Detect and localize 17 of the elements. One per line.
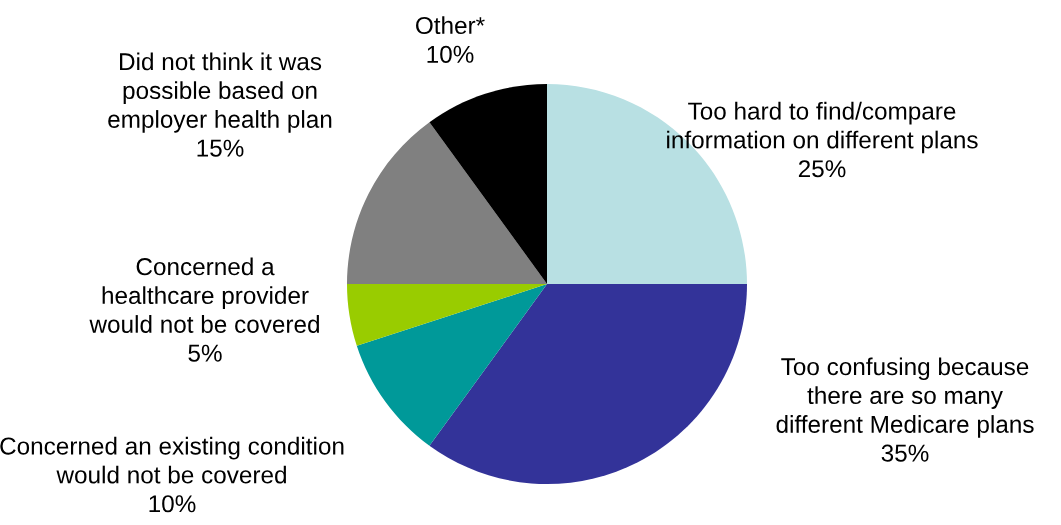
slice-label: Concerned a healthcare provider would not be covered — [89, 257, 319, 333]
slice-label: Too confusing because there are so many different Medicare plans — [776, 357, 1034, 438]
pie-slice — [429, 84, 547, 284]
data-label: 10% — [427, 45, 474, 63]
pie-slice — [347, 284, 547, 346]
data-label: 15% — [197, 139, 244, 157]
slice-label: Concerned an existing condition would not be covered — [0, 436, 344, 484]
data-label: 10% — [149, 495, 196, 513]
slice-label: Did not think it was possible based on employer health plan — [108, 52, 332, 133]
slice-label: Other* — [416, 16, 485, 35]
data-label: 35% — [881, 444, 929, 462]
pie-slice — [356, 284, 547, 446]
data-label: 5% — [188, 344, 222, 362]
data-label: 25% — [798, 160, 846, 178]
pie-slice — [429, 284, 747, 484]
slice-label: Too hard to find/compare information on different plans — [667, 101, 978, 154]
pie-slice — [347, 122, 547, 284]
